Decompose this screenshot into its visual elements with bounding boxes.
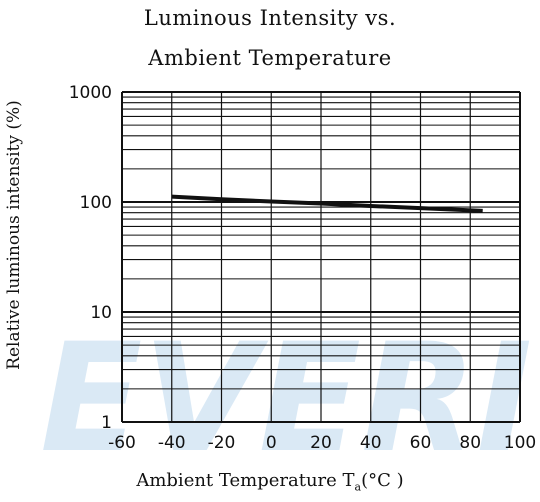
y-tick-label: 1000 <box>69 83 112 103</box>
x-tick-label: 80 <box>459 433 481 453</box>
x-axis-label: Ambient Temperature Ta(°C ) <box>0 470 540 494</box>
chart-title-line-2: Ambient Temperature <box>148 46 392 70</box>
x-tick-label: 60 <box>410 433 432 453</box>
x-tick-label: 20 <box>310 433 332 453</box>
x-axis-label-main: Ambient Temperature T <box>136 470 355 491</box>
x-tick-label: 100 <box>504 433 536 453</box>
x-tick-label: -60 <box>108 433 136 453</box>
x-tick-label: -20 <box>208 433 236 453</box>
x-axis-label-unit: (°C ) <box>361 470 404 491</box>
watermark-text: EVERI <box>40 312 532 486</box>
y-tick-label: 100 <box>80 193 112 213</box>
y-tick-label: 10 <box>90 303 112 323</box>
y-tick-label: 1 <box>101 413 112 433</box>
x-tick-label: 0 <box>266 433 277 453</box>
data-series-line <box>171 194 483 213</box>
x-tick-label: 40 <box>360 433 382 453</box>
x-axis-label-subscript: a <box>354 480 362 494</box>
x-tick-label: -40 <box>158 433 186 453</box>
chart-title-line-1: Luminous Intensity vs. <box>143 6 397 30</box>
